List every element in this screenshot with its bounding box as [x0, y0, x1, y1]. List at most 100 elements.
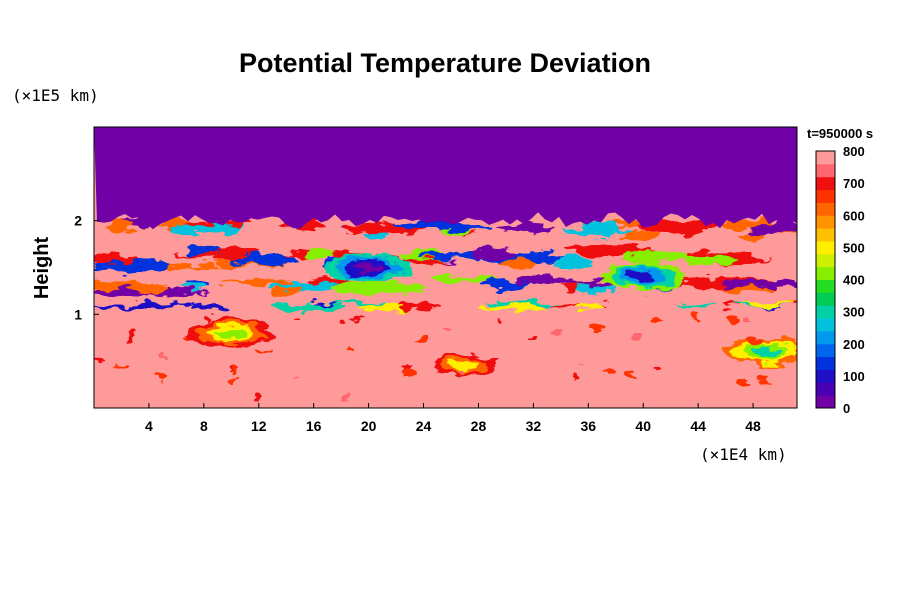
- band-streak: [306, 250, 334, 259]
- speckle: [338, 319, 348, 324]
- colorbar-segment: [816, 266, 835, 280]
- speckle: [340, 394, 352, 402]
- colorbar-segment: [816, 228, 835, 242]
- colorbar-segment: [816, 318, 835, 332]
- x-tick-label: 4: [145, 418, 153, 434]
- speckle: [743, 315, 754, 321]
- speckle: [601, 368, 615, 373]
- band-streak: [324, 301, 377, 305]
- colorbar-segment: [816, 369, 835, 383]
- band-streak: [94, 280, 143, 290]
- x-tick-label: 24: [416, 418, 432, 434]
- feature-mid-blob: [353, 262, 384, 273]
- colorbar-tick-label: 200: [843, 337, 865, 352]
- speckle: [458, 369, 469, 374]
- band-streak: [194, 302, 228, 310]
- band-streak: [106, 219, 137, 231]
- band-streak: [574, 301, 605, 310]
- band-streak: [496, 223, 553, 232]
- x-tick-label: 36: [581, 418, 597, 434]
- top-layer: [94, 127, 797, 230]
- speckle: [292, 318, 300, 324]
- feature-left-plume: [216, 328, 247, 339]
- speckle: [94, 359, 105, 364]
- speckle: [440, 327, 451, 335]
- colorbar-segment: [816, 163, 835, 178]
- band-streak: [481, 278, 528, 292]
- plot-frame: [93, 126, 798, 409]
- speckle: [651, 366, 659, 371]
- x-tick-label: 40: [635, 418, 651, 434]
- colorbar-segment: [816, 395, 835, 409]
- x-tick-label: 48: [745, 418, 761, 434]
- speckle: [157, 352, 165, 360]
- speckle: [402, 371, 418, 378]
- colorbar-tick-label: 300: [843, 305, 865, 320]
- speckle: [228, 375, 236, 381]
- time-label: t=950000 s: [807, 126, 873, 141]
- feature-center-vortex: [449, 360, 480, 371]
- colorbar-segment: [816, 343, 835, 358]
- band-streak: [561, 228, 630, 236]
- turbulent-structures: [94, 216, 797, 402]
- colorbar-segment: [816, 240, 835, 255]
- speckle: [747, 337, 761, 346]
- y-tick-label: 2: [74, 213, 82, 229]
- colorbar-segment: [816, 253, 835, 268]
- x-tick-label: 8: [200, 418, 208, 434]
- colorbar-segment: [816, 151, 835, 165]
- band-streak: [94, 259, 172, 272]
- speckle: [572, 373, 580, 380]
- speckle: [155, 372, 171, 381]
- band-streak: [554, 256, 591, 268]
- band-streak: [623, 249, 689, 264]
- band-streak: [135, 283, 164, 296]
- band-streak: [332, 281, 425, 296]
- band-streak: [478, 304, 548, 311]
- band-streak: [396, 302, 440, 310]
- band-streak: [638, 220, 717, 235]
- speckle: [347, 345, 353, 354]
- colorbar-segment: [816, 202, 835, 216]
- band-streak: [274, 286, 301, 296]
- colorbar-tick-label: 400: [843, 273, 865, 288]
- speckle: [186, 335, 193, 341]
- x-ticks: 4 8 12 16 20 24 28 32 36 40 44 48: [145, 403, 761, 434]
- x-tick-label: 16: [306, 418, 322, 434]
- colorbar-segment: [816, 279, 835, 293]
- band-streak: [137, 302, 196, 306]
- x-tick-label: 44: [690, 418, 706, 434]
- speckle: [626, 374, 638, 380]
- band-streak: [94, 253, 143, 263]
- band-streak: [470, 247, 516, 260]
- feature-right-plume: [751, 346, 782, 357]
- band-streak: [674, 302, 716, 307]
- band-streak: [488, 301, 566, 306]
- band-streak: [214, 247, 258, 256]
- x-tick-label: 20: [361, 418, 377, 434]
- band-streak: [364, 232, 392, 241]
- plot-area: [94, 127, 797, 408]
- colorbar-tick-label: 500: [843, 240, 865, 255]
- band-streak: [422, 223, 490, 231]
- speckle: [735, 379, 750, 387]
- speckle: [229, 366, 235, 374]
- colorbar-tick-label: 100: [843, 369, 865, 384]
- band-streak: [271, 303, 343, 312]
- speckle: [630, 333, 643, 339]
- band-streak: [585, 220, 619, 232]
- speckle: [725, 316, 740, 323]
- band-streak: [746, 226, 780, 236]
- colorbar-tick-label: 800: [843, 144, 865, 159]
- x-tick-label: 12: [251, 418, 267, 434]
- colorbar-segment: [816, 215, 835, 229]
- colorbar-frame: [815, 150, 836, 409]
- band-streak: [169, 223, 242, 235]
- chart-title: Potential Temperature Deviation: [239, 48, 651, 78]
- speckle: [206, 315, 212, 321]
- band-streak: [500, 259, 538, 269]
- speckle: [115, 364, 129, 369]
- colorbar-tick-label: 0: [843, 401, 850, 416]
- y-axis-label: Height: [31, 237, 53, 300]
